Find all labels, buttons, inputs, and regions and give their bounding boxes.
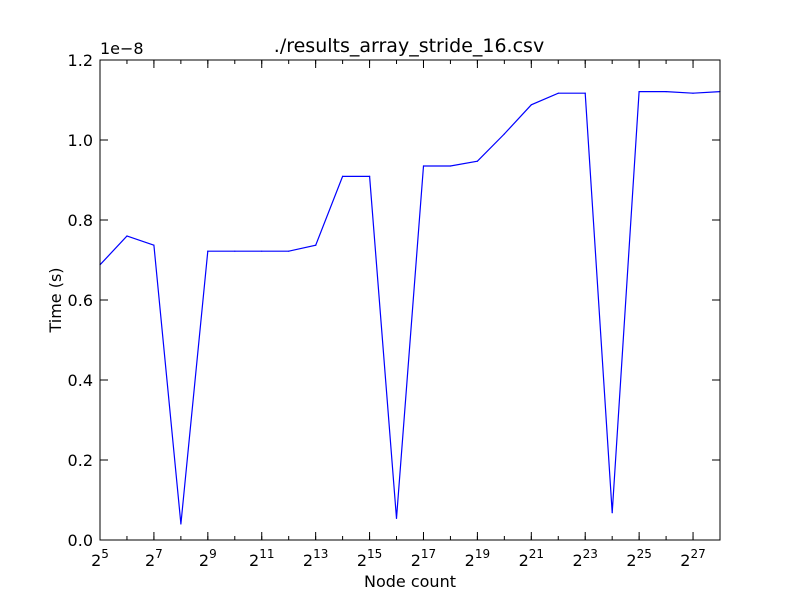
x-tick-base: 2 <box>572 551 582 570</box>
data-point <box>476 160 478 162</box>
x-tick-label: 219 <box>465 547 490 570</box>
x-tick-label: 227 <box>680 547 705 570</box>
x-tick-exponent: 27 <box>690 547 705 561</box>
x-tick-base: 2 <box>91 551 101 570</box>
x-tick-exponent: 25 <box>637 547 652 561</box>
x-tick-label: 211 <box>249 547 274 570</box>
data-point <box>530 104 532 106</box>
data-point <box>342 175 344 177</box>
tick-layer: 25 27 29 211 213 215 217 219 221 223 225 2270.00.20… <box>68 51 721 570</box>
data-point <box>503 133 505 135</box>
x-tick-base: 2 <box>303 551 313 570</box>
data-point <box>422 165 425 167</box>
x-tick-base: 2 <box>680 551 690 570</box>
x-tick-exponent: 7 <box>155 547 163 561</box>
x-tick-exponent: 17 <box>421 547 436 561</box>
x-tick-exponent: 19 <box>475 547 490 561</box>
y-tick-label: 0.4 <box>68 371 93 390</box>
x-tick-exponent: 21 <box>529 547 544 561</box>
x-tick-label: 213 <box>303 547 328 570</box>
y-axis-label: Time (s) <box>46 267 65 333</box>
x-tick-base: 2 <box>411 551 421 570</box>
x-tick-label: 25 <box>91 547 109 570</box>
x-tick-base: 2 <box>249 551 259 570</box>
x-tick-label: 215 <box>357 547 382 570</box>
x-tick-exponent: 23 <box>583 547 598 561</box>
data-point <box>449 165 451 167</box>
data-point <box>207 250 209 252</box>
y-tick-label: 0.8 <box>68 211 93 230</box>
plot-frame <box>99 59 721 541</box>
x-tick-exponent: 13 <box>313 547 328 561</box>
data-point <box>153 244 155 246</box>
x-tick-label: 221 <box>519 547 544 570</box>
data-point <box>611 512 613 514</box>
y-tick-label: 0.2 <box>68 451 93 470</box>
chart-title: ./results_array_stride_16.csv <box>274 35 544 57</box>
x-tick-base: 2 <box>626 551 636 570</box>
data-point <box>315 244 317 246</box>
data-point <box>369 175 371 177</box>
y-tick-label: 0.0 <box>68 531 93 550</box>
x-tick-label: 217 <box>411 547 436 570</box>
x-tick-base: 2 <box>357 551 367 570</box>
data-point <box>692 92 694 94</box>
x-tick-label: 29 <box>199 547 217 570</box>
data-point <box>180 523 182 525</box>
data-point <box>395 517 398 520</box>
x-tick-base: 2 <box>465 551 475 570</box>
y-offset-text: 1e−8 <box>100 39 144 58</box>
x-tick-exponent: 15 <box>367 547 382 561</box>
x-tick-label: 27 <box>145 547 163 570</box>
x-tick-base: 2 <box>199 551 209 570</box>
x-tick-label: 223 <box>572 547 597 570</box>
x-tick-base: 2 <box>519 551 529 570</box>
data-point <box>261 250 263 252</box>
x-axis-label: Node count <box>364 572 456 591</box>
x-tick-exponent: 11 <box>259 547 274 561</box>
data-point <box>234 250 236 252</box>
y-tick-label: 1.2 <box>68 51 93 70</box>
x-tick-label: 225 <box>626 547 651 570</box>
data-point <box>557 92 559 94</box>
x-tick-exponent: 9 <box>209 547 217 561</box>
y-tick-label: 0.6 <box>68 291 93 310</box>
series-layer <box>99 90 721 525</box>
data-point <box>665 91 667 93</box>
y-tick-label: 1.0 <box>68 131 93 150</box>
data-point <box>584 92 586 94</box>
x-tick-base: 2 <box>145 551 155 570</box>
data-point <box>288 250 290 252</box>
data-point <box>126 235 128 237</box>
data-point <box>638 91 640 93</box>
x-tick-exponent: 5 <box>101 547 109 561</box>
series-line <box>99 90 721 525</box>
